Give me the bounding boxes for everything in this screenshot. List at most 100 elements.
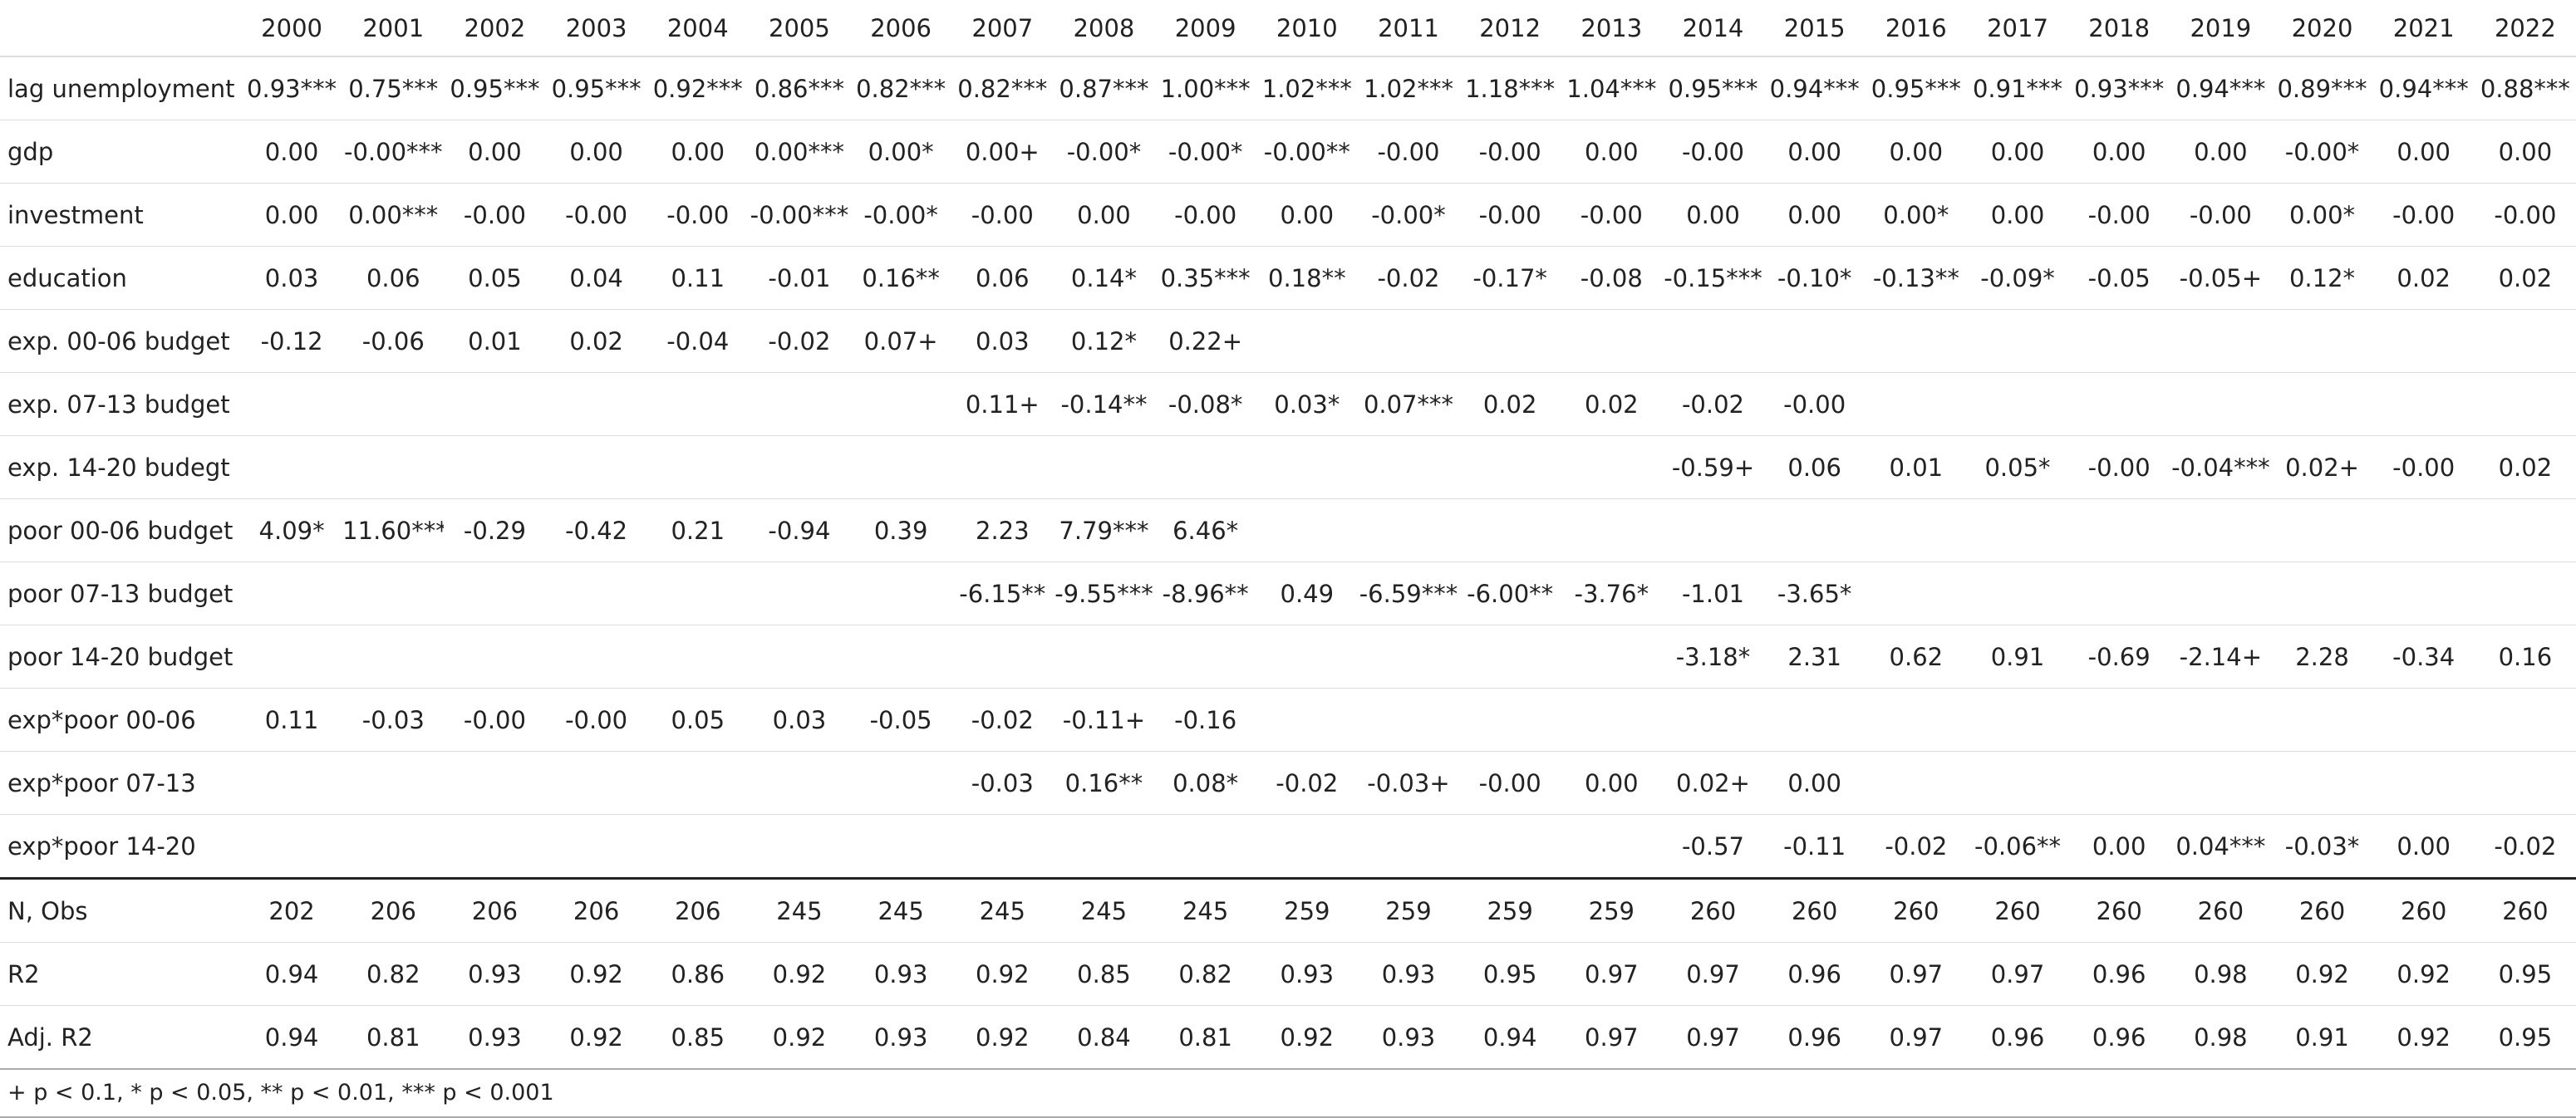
table-cell: -8.96** (1154, 561, 1256, 625)
table-cell: -0.00 (2068, 183, 2170, 247)
coefficient-row: education 0.03 0.06 0.05 0.04 0.11 -0.01 0.16**… (0, 246, 2576, 310)
row-label: exp. 14-20 budegt (0, 435, 241, 499)
table-cell: -0.00 (2170, 183, 2272, 247)
table-cell: 0.16 (2474, 625, 2576, 689)
table-cell: 0.00 (2068, 814, 2170, 880)
table-cell: 0.97 (1662, 1005, 1764, 1070)
table-cell (646, 625, 749, 689)
table-cell (1357, 309, 1460, 373)
table-cell: -0.03 (342, 688, 445, 752)
table-cell (850, 814, 952, 880)
table-cell: -0.00* (1154, 120, 1256, 184)
table-cell: -0.06 (342, 309, 445, 373)
table-cell (342, 561, 445, 625)
table-cell (545, 435, 647, 499)
table-cell: 2.23 (951, 498, 1054, 562)
table-cell: 0.01 (1865, 435, 1967, 499)
year-header: 2008 (1053, 0, 1155, 57)
table-cell (2068, 309, 2170, 373)
row-label: exp*poor 14-20 (0, 814, 241, 880)
year-header: 2014 (1662, 0, 1764, 57)
table-cell: 0.94 (241, 942, 343, 1006)
table-cell: -0.00* (2271, 120, 2373, 184)
table-cell: 0.00 (1966, 120, 2069, 184)
table-cell: 0.06 (1763, 435, 1866, 499)
year-header: 2004 (646, 0, 749, 57)
table-cell: 0.00* (850, 120, 952, 184)
table-cell (2474, 309, 2576, 373)
table-cell (2170, 751, 2272, 815)
table-cell (2474, 372, 2576, 436)
table-cell: -0.00* (1357, 183, 1460, 247)
table-cell (1459, 309, 1561, 373)
table-cell: 0.00 (2372, 814, 2475, 880)
table-cell: 0.00 (2170, 120, 2272, 184)
table-cell: 202 (241, 878, 343, 943)
table-cell: -0.12 (241, 309, 343, 373)
table-cell: -0.00 (1357, 120, 1460, 184)
table-cell: 0.93*** (241, 56, 343, 120)
table-cell: 0.11 (241, 688, 343, 752)
table-cell: 0.62 (1865, 625, 1967, 689)
table-cell (1561, 498, 1663, 562)
table-cell: 0.93 (444, 942, 546, 1006)
table-cell: 0.18** (1256, 246, 1358, 310)
table-cell: -0.00 (1459, 120, 1561, 184)
table-cell: 0.86 (646, 942, 749, 1006)
table-cell: 0.00 (1662, 183, 1764, 247)
coefficient-row: exp*poor 14-20 -0.57 -0.11 -0.02 -0.06** 0.00… (0, 814, 2576, 880)
table-cell (748, 372, 851, 436)
table-cell: 0.04 (545, 246, 647, 310)
table-cell: 260 (2474, 878, 2576, 943)
table-cell: 245 (1154, 878, 1256, 943)
table-cell (241, 561, 343, 625)
table-cell: 0.93 (444, 1005, 546, 1070)
header-row: 2000 2001 2002 2003 2004 2005 2006 2007 2008 2009… (0, 0, 2576, 57)
table-cell: 0.94 (241, 1005, 343, 1070)
table-cell (2068, 372, 2170, 436)
table-cell: -0.02 (1357, 246, 1460, 310)
table-cell: 0.89*** (2271, 56, 2373, 120)
table-cell (241, 372, 343, 436)
table-cell: 260 (1662, 878, 1764, 943)
table-cell: 0.00 (2474, 120, 2576, 184)
table-cell: -0.04*** (2170, 435, 2272, 499)
table-cell: 0.14* (1053, 246, 1155, 310)
table-cell: 0.81 (1154, 1005, 1256, 1070)
table-cell: -0.00 (545, 183, 647, 247)
table-cell (951, 814, 1054, 880)
table-cell: 0.88*** (2474, 56, 2576, 120)
table-cell: -0.00 (1459, 751, 1561, 815)
table-cell (444, 561, 546, 625)
table-cell: 0.92 (748, 1005, 851, 1070)
table-cell: -3.18* (1662, 625, 1764, 689)
row-label: exp*poor 00-06 (0, 688, 241, 752)
table-cell: 0.02 (1561, 372, 1663, 436)
table-cell: 0.95 (1459, 942, 1561, 1006)
table-cell (1561, 814, 1663, 880)
table-cell: 0.97 (1865, 1005, 1967, 1070)
table-cell: -0.00 (2474, 183, 2576, 247)
table-cell: 0.93 (1256, 942, 1358, 1006)
table-cell (1357, 435, 1460, 499)
table-cell: 0.92 (2372, 1005, 2475, 1070)
table-cell (850, 561, 952, 625)
coefficient-row: poor 14-20 budget -3.18* 2.31 0.62 0.91 -0.69… (0, 625, 2576, 689)
table-cell: 0.84 (1053, 1005, 1155, 1070)
table-cell: 0.00 (1053, 183, 1155, 247)
table-cell (1154, 625, 1256, 689)
table-cell (1662, 498, 1764, 562)
table-cell: 0.91 (1966, 625, 2069, 689)
table-body: lag unemployment 0.93*** 0.75*** 0.95*** 0.9… (0, 56, 2576, 1070)
table-cell: -0.00 (444, 183, 546, 247)
table-cell: 0.03 (241, 246, 343, 310)
table-cell: 0.00 (1256, 183, 1358, 247)
table-cell: -3.76* (1561, 561, 1663, 625)
year-header: 2019 (2170, 0, 2272, 57)
table-cell: -0.34 (2372, 625, 2475, 689)
row-label: lag unemployment (0, 56, 241, 120)
table-cell (951, 435, 1054, 499)
table-cell: 0.35*** (1154, 246, 1256, 310)
table-cell: 0.21 (646, 498, 749, 562)
table-cell (646, 372, 749, 436)
